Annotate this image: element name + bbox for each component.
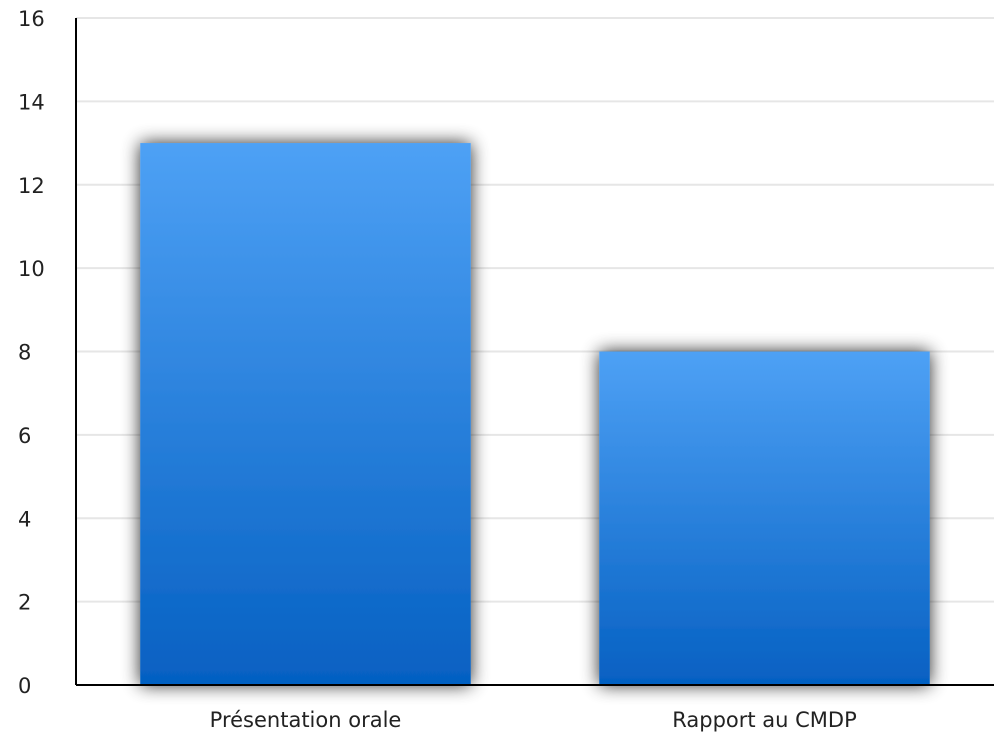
y-tick-label-10: 10 [18,257,45,281]
y-tick-label-8: 8 [18,341,31,365]
y-tick-label-4: 4 [18,507,31,531]
bars [140,143,930,685]
y-tick-label-14: 14 [18,90,45,114]
y-tick-label-16: 16 [18,7,45,31]
x-axis-labels: Présentation orale Rapport au CMDP [210,708,857,732]
y-tick-label-12: 12 [18,174,45,198]
y-tick-label-0: 0 [18,674,31,698]
axes [75,18,994,686]
x-tick-label-1: Rapport au CMDP [672,708,857,732]
y-tick-label-2: 2 [18,591,31,615]
x-tick-label-0: Présentation orale [210,708,402,732]
bar-0 [140,143,471,685]
bar-1 [599,351,930,685]
y-tick-label-6: 6 [18,424,31,448]
y-axis-ticks: 0 2 4 6 8 10 12 14 16 [18,7,45,698]
